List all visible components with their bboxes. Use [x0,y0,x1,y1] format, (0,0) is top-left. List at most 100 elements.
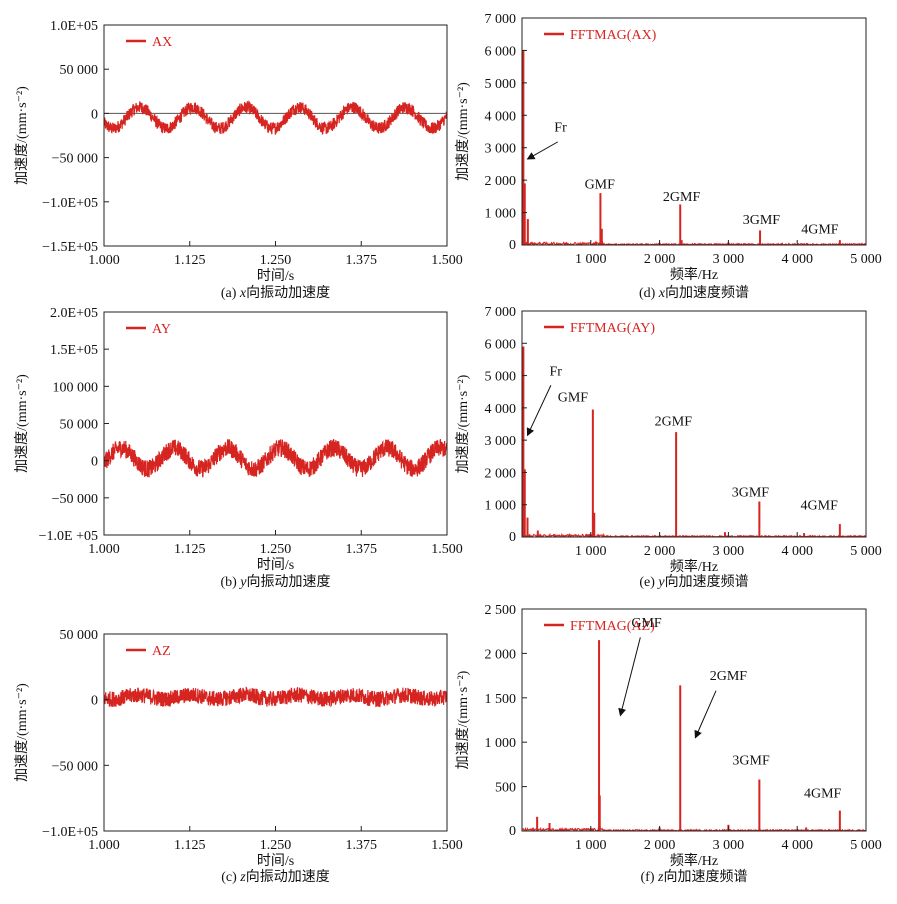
caption-prefix: (d) [639,286,659,301]
x-axis-label: 频率/Hz [670,852,718,869]
y-tick-label: 50 000 [60,63,99,78]
caption-variable: z [657,870,664,885]
x-tick-label: 1.375 [346,838,378,853]
caption-text: 向振动加速度 [246,285,330,301]
x-tick-label: 2 000 [644,838,676,853]
y-tick-label: −50 000 [52,492,98,507]
x-axis-label: 时间/s [257,268,294,284]
legend-label: AY [152,322,171,337]
x-tick-label: 1.125 [174,838,206,853]
annotation-arrow [694,690,717,739]
y-axis-label: 加速度/(mm·s⁻²) [455,374,471,473]
x-tick-label: 5 000 [850,544,882,559]
x-tick-label: 1.125 [174,542,206,557]
x-tick-label: 5 000 [850,252,882,267]
x-tick-label: 1 000 [575,838,607,853]
peak-annotation: 4GMF [801,223,839,238]
y-tick-label: 1 000 [485,499,517,514]
y-tick-label: −1.0E+05 [42,196,98,211]
plot-frame [103,633,448,832]
annotation-arrow [526,385,552,437]
caption-text: 向加速度频谱 [665,574,749,590]
caption-text: 向振动加速度 [247,574,331,590]
panel-b: −1.0E +05 −50 000 0 50 000 100 000 1.5E+05 2.0… [14,306,463,590]
x-tick-label: 1.000 [88,253,120,268]
caption-prefix: (b) [220,575,240,590]
x-tick-label: 1.250 [260,542,292,557]
series-trace-group [104,100,447,136]
series-line [104,100,447,136]
x-tick-label: 4 000 [781,252,813,267]
y-tick-label: 1 000 [485,736,517,751]
y-tick-label: 6 000 [485,337,517,352]
origin-label: 0 [509,238,516,253]
series-line [104,686,447,708]
y-tick-label: 4 000 [485,109,517,124]
y-tick-label: 0 [91,694,98,709]
series-trace-group [104,439,447,478]
y-tick-label: −1.0E+05 [42,825,98,840]
x-tick-label: 1.000 [88,542,120,557]
y-tick-label: 2.0E+05 [50,306,98,321]
peak-annotation: Fr [549,365,562,380]
plot-frame [521,310,867,538]
origin-label: 0 [509,824,516,839]
y-tick-label: 0 [91,455,98,470]
y-tick-label: 1 000 [485,207,517,222]
y-tick-label: 50 000 [60,628,99,643]
y-tick-label: 1.0E+05 [50,19,98,34]
legend-label: FFTMAG(AY) [570,321,655,336]
x-tick-label: 1.250 [260,253,292,268]
y-tick-label: −1.0E +05 [39,529,98,544]
x-axis-label: 时间/s [257,557,294,573]
peak-annotation: 2GMF [655,415,693,430]
legend-label: AZ [152,644,171,659]
annotation-arrow [618,637,641,717]
plot-frame [103,24,448,247]
x-tick-label: 3 000 [713,838,745,853]
x-tick-label: 4 000 [781,838,813,853]
peak-annotation: 3GMF [743,213,781,228]
peak-annotation: 2GMF [710,669,748,684]
annotation-arrow [526,141,559,160]
y-tick-label: 3 000 [485,142,517,157]
x-tick-label: 1.500 [431,838,463,853]
y-axis-label: 加速度/(mm·s⁻²) [14,374,30,473]
caption-variable: z [239,870,246,885]
y-tick-label: 500 [495,781,516,796]
peak-annotation: GMF [558,390,589,405]
plot-frame [521,17,867,246]
legend-label: AX [152,35,172,50]
peak-annotation: 3GMF [732,486,770,501]
y-tick-label: 7 000 [485,305,517,320]
panel-caption: (c) z向振动加速度 [221,869,330,885]
peak-annotation: 4GMF [804,786,842,801]
x-tick-label: 1.375 [346,253,378,268]
x-tick-label: 1.500 [431,542,463,557]
y-axis-label: 加速度/(mm·s⁻²) [14,86,30,185]
x-tick-label: 2 000 [644,544,676,559]
series-trace-group [104,686,447,708]
x-tick-label: 1.500 [431,253,463,268]
legend-label: FFTMAG(AX) [570,28,657,43]
y-axis-label: 加速度/(mm·s⁻²) [455,82,471,181]
caption-text: 向加速度频谱 [665,285,749,301]
plot-frame [103,311,448,536]
caption-text: 向振动加速度 [246,869,330,885]
series-trace-group [522,50,866,245]
y-axis-label: 加速度/(mm·s⁻²) [455,670,471,769]
y-tick-label: 2 000 [485,174,517,189]
panel-caption: (d) x向加速度频谱 [639,285,749,301]
y-tick-label: 50 000 [60,418,99,433]
x-tick-label: 1.250 [260,838,292,853]
panel-caption: (b) y向振动加速度 [220,574,330,590]
peak-annotation: GMF [585,177,616,192]
panel-caption: (e) y向加速度频谱 [639,574,748,590]
y-tick-label: 1 500 [485,692,517,707]
x-tick-label: 1 000 [575,544,607,559]
x-tick-label: 1.125 [174,253,206,268]
y-tick-label: 5 000 [485,370,517,385]
y-tick-label: 6 000 [485,44,517,59]
series-line [104,439,447,478]
plot-frame [521,608,867,832]
